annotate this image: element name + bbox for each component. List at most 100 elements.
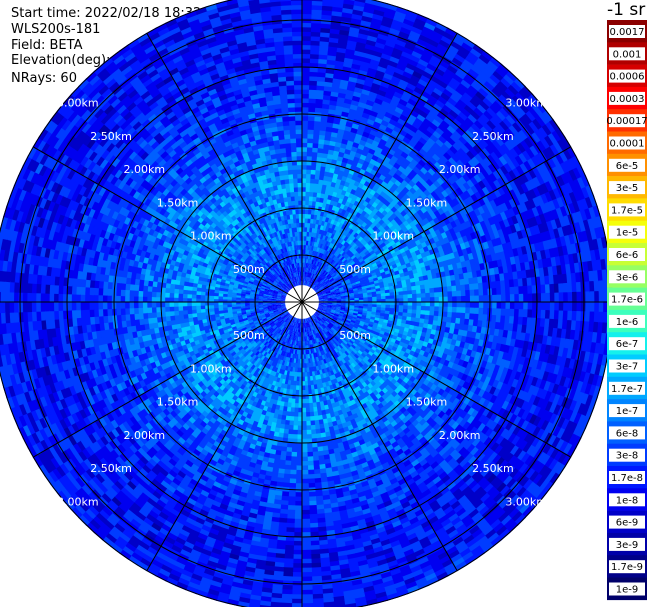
ppi-cell: [287, 274, 291, 280]
ppi-cell: [323, 254, 327, 260]
ppi-cell: [274, 320, 279, 325]
ppi-cell: [299, 336, 301, 342]
ppi-cell: [333, 316, 339, 320]
ppi-cell: [253, 262, 259, 268]
ppi-cell: [273, 342, 279, 348]
ppi-cell: [275, 299, 281, 301]
ppi-cell: [305, 327, 308, 333]
ppi-cell: [265, 284, 271, 288]
ppi-cell: [318, 306, 324, 309]
ppi-cell: [311, 241, 315, 247]
ppi-cell: [293, 240, 297, 246]
ppi-cell: [306, 276, 309, 282]
ppi-cell: [315, 275, 320, 281]
ppi-cell: [278, 324, 283, 330]
ppi-cell: [348, 313, 354, 317]
ppi-cell: [292, 326, 295, 332]
ppi-cell: [278, 269, 283, 274]
ppi-cell: [280, 304, 286, 306]
ppi-cell: [322, 308, 328, 312]
ppi-cell: [310, 330, 313, 336]
ppi-cell: [330, 279, 336, 284]
ppi-cell: [337, 332, 343, 338]
ppi-cell: [289, 330, 293, 336]
ppi-cell: [326, 308, 332, 311]
ppi-cell: [280, 355, 285, 361]
ppi-cell: [275, 304, 281, 307]
ppi-cell: [345, 280, 352, 285]
ppi-cell: [307, 267, 310, 273]
ppi-cell: [324, 240, 330, 246]
ppi-cell: [312, 285, 317, 290]
ppi-cell: [294, 363, 298, 369]
ppi-cell: [253, 321, 259, 326]
ppi-cell: [358, 305, 364, 309]
ppi-cell: [327, 294, 333, 297]
ppi-cell: [313, 324, 317, 330]
ppi-cell: [327, 305, 333, 308]
ppi-cell: [319, 345, 324, 352]
ppi-cell: [331, 265, 336, 271]
ppi-cell: [318, 303, 324, 305]
ppi-cell: [303, 358, 307, 364]
ppi-cell: [204, 305, 210, 309]
ppi-cell: [314, 265, 319, 271]
ppi-cell: [252, 271, 258, 276]
ppi-cell: [286, 269, 290, 275]
ppi-cell: [287, 285, 292, 290]
ppi-cell: [285, 260, 289, 266]
ppi-cell: [299, 363, 303, 369]
ppi-cell: [363, 306, 369, 310]
ppi-cell: [326, 309, 332, 312]
ppi-cell: [306, 425, 312, 431]
ppi-cell: [286, 285, 291, 290]
ppi-cell: [266, 303, 272, 305]
ppi-cell: [321, 258, 325, 264]
ppi-cell: [276, 349, 281, 355]
ppi-cell: [317, 284, 323, 289]
ppi-cell: [327, 256, 332, 263]
ppi-cell: [320, 311, 326, 315]
ppi-cell: [262, 305, 268, 308]
ppi-cell: [326, 273, 331, 278]
ppi-cell: [305, 358, 309, 364]
ppi-cell: [276, 328, 281, 334]
ppi-cell: [277, 259, 282, 265]
ppi-cell: [334, 336, 339, 342]
ppi-cell: [262, 303, 268, 305]
ppi-cell: [338, 323, 345, 328]
ppi-cell: [278, 248, 283, 255]
ppi-cell: [348, 274, 354, 280]
ppi-cell: [256, 282, 263, 286]
ppi-cell: [249, 305, 255, 308]
ppi-cell: [259, 322, 265, 327]
ppi-cell: [293, 281, 296, 287]
ppi-cell: [273, 326, 278, 331]
ppi-cell: [245, 274, 251, 279]
ppi-cell: [339, 311, 345, 315]
ppi-cell: [297, 318, 300, 324]
ppi-cell: [268, 311, 274, 315]
ppi-cell: [298, 341, 301, 347]
ppi-cell: [322, 259, 327, 265]
ppi-cell: [297, 262, 300, 268]
ppi-cell: [331, 292, 337, 295]
ppi-cell: [312, 325, 316, 331]
ppi-cell: [255, 340, 262, 346]
ppi-cell: [273, 337, 278, 343]
ppi-cell: [355, 280, 361, 285]
ppi-cell: [291, 321, 294, 327]
ppi-cell: [362, 292, 369, 296]
ppi-cell: [295, 322, 298, 328]
ppi-cell: [274, 260, 279, 266]
ppi-cell: [336, 253, 342, 259]
ppi-cell: [286, 319, 291, 324]
ppi-cell: [277, 310, 283, 314]
ppi-cell: [273, 331, 278, 337]
ppi-cell: [281, 284, 287, 289]
ppi-cell: [322, 292, 328, 296]
ppi-cell: [328, 263, 334, 269]
ppi-cell: [270, 335, 276, 341]
ppi-cell: [339, 262, 345, 267]
ppi-cell: [351, 336, 358, 342]
